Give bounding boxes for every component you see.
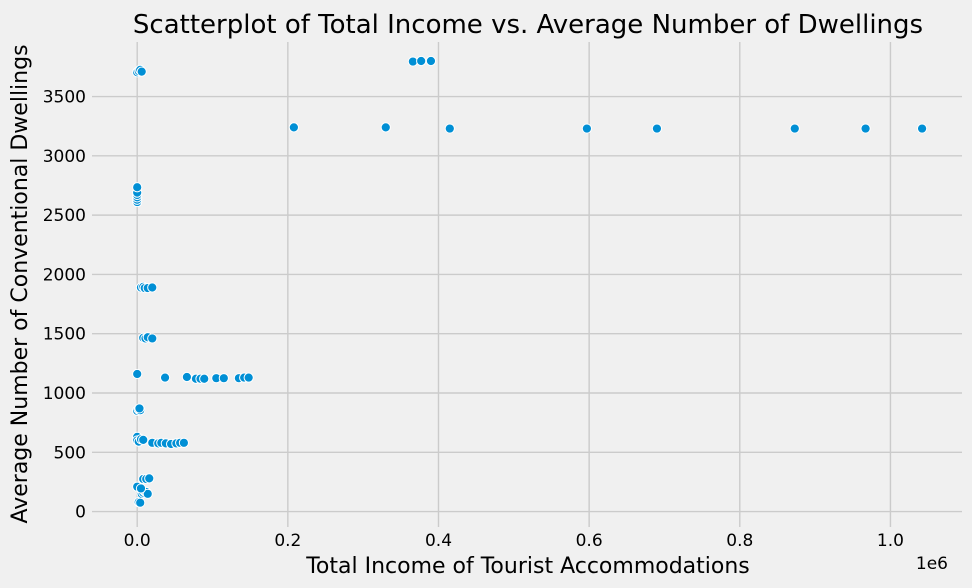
data-point: [243, 372, 254, 383]
data-point: [380, 122, 391, 133]
data-point: [144, 473, 155, 484]
y-tick-label: 2000: [43, 265, 86, 285]
x-tick-label: 0.4: [425, 531, 452, 551]
y-tick-label: 1000: [43, 384, 86, 404]
data-point: [135, 497, 146, 508]
data-point: [147, 333, 158, 344]
data-points: [132, 55, 928, 508]
data-point: [425, 55, 437, 67]
data-point: [860, 123, 871, 134]
y-tick-label: 1500: [43, 325, 86, 345]
x-tick-label: 0.0: [124, 531, 151, 551]
data-point: [136, 66, 147, 77]
x-tick-label: 0.6: [576, 531, 603, 551]
data-point: [789, 123, 800, 134]
x-tick-label: 1.0: [877, 531, 904, 551]
data-point: [916, 123, 928, 134]
y-axis-label: Average Number of Conventional Dwellings: [8, 44, 33, 523]
y-tick-label: 500: [54, 443, 86, 463]
data-point: [142, 488, 153, 499]
grid: [92, 42, 962, 527]
x-tick-label: 0.2: [274, 531, 301, 551]
data-point: [288, 122, 299, 133]
data-point: [132, 182, 143, 193]
data-point: [178, 437, 189, 448]
x-tick-label: 0.8: [726, 531, 753, 551]
data-point: [444, 123, 455, 134]
x-tick-labels: 0.0 0.2 0.4 0.6 0.8 1.0: [124, 531, 904, 551]
data-point: [147, 282, 158, 293]
y-tick-labels: 0 500 1000 1500 2000 2500 3000 3500: [43, 88, 86, 523]
x-axis-offset-label: 1e6: [916, 554, 948, 574]
data-point: [134, 403, 145, 414]
data-point: [159, 372, 171, 383]
data-point: [199, 373, 210, 384]
data-point: [407, 56, 418, 67]
x-axis-label: Total Income of Tourist Accommodations: [305, 554, 750, 579]
y-tick-label: 3000: [43, 147, 86, 167]
y-tick-label: 3500: [43, 88, 86, 108]
data-point: [132, 368, 143, 380]
y-tick-label: 0: [75, 503, 86, 523]
data-point: [135, 483, 147, 494]
chart-title: Scatterplot of Total Income vs. Average …: [133, 10, 923, 40]
data-point: [138, 434, 149, 445]
data-point: [218, 373, 229, 384]
data-point: [181, 371, 193, 383]
y-tick-label: 2500: [43, 206, 86, 226]
data-point: [651, 123, 663, 134]
data-point: [416, 55, 427, 67]
data-point: [581, 123, 592, 134]
